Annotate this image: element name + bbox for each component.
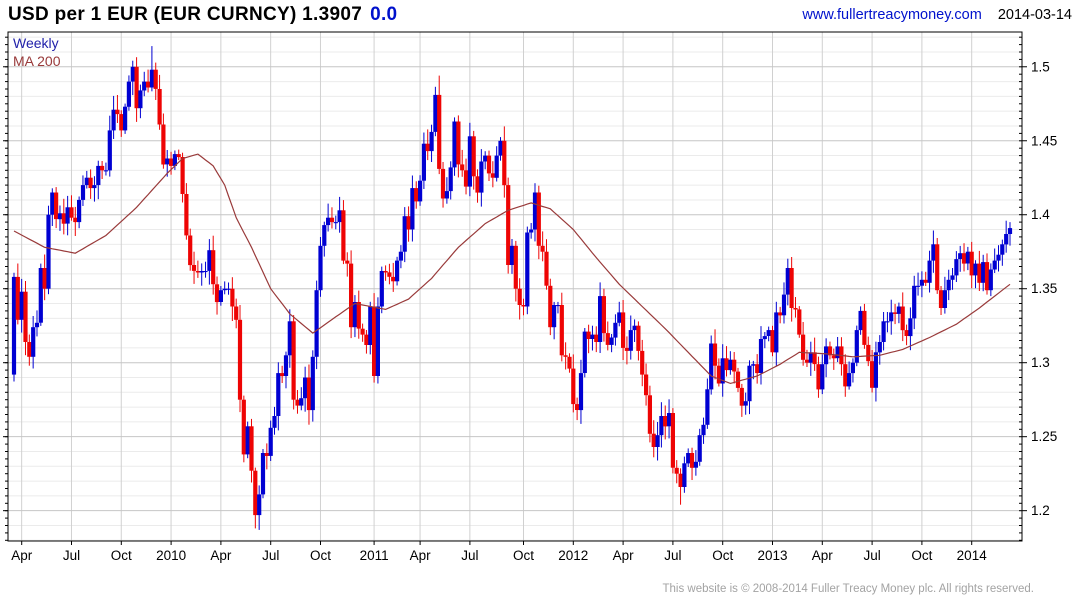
legend-weekly: Weekly (13, 35, 59, 51)
legend: Weekly MA 200 (13, 35, 61, 69)
x-axis-labels: Apr Jul Oct 2010 Apr Jul Oct 2011 Apr Jul Oct 2012 A… (11, 548, 987, 563)
header-right: www.fullertreacymoney.com 2014-03-14 (802, 7, 1072, 23)
instrument-title: USD per 1 EUR (EUR CURNCY) 1.3907 (8, 4, 363, 25)
page-title: USD per 1 EUR (EUR CURNCY) 1.3907 0.0 (8, 4, 397, 26)
candles (11, 46, 1013, 530)
y-tick-label: 1.35 (1031, 281, 1057, 296)
y-tick-label: 1.45 (1031, 133, 1057, 148)
copyright-text: This website is © 2008-2014 Fuller Treac… (662, 583, 1034, 595)
x-tick-label: Apr (410, 548, 432, 563)
x-tick-label: Apr (210, 548, 232, 563)
y-tick-label: 1.5 (1031, 59, 1050, 74)
y-tick-label: 1.25 (1031, 429, 1057, 444)
chart-date: 2014-03-14 (997, 7, 1072, 23)
x-tick-label: Oct (513, 548, 534, 563)
x-tick-label: Jul (664, 548, 681, 563)
x-tick-label: Oct (111, 548, 132, 563)
x-tick-label: Jul (863, 548, 880, 563)
gridlines-major (8, 66, 1022, 512)
legend-ma-200: MA 200 (13, 53, 61, 69)
ma-200-line (13, 153, 1011, 385)
gridlines-vertical (21, 32, 973, 541)
x-tick-label: Oct (911, 548, 932, 563)
x-tick-label: Jul (262, 548, 279, 563)
website-link[interactable]: www.fullertreacymoney.com (802, 7, 982, 23)
y-tick-label: 1.2 (1031, 503, 1050, 518)
x-tick-label: 2012 (558, 548, 588, 563)
plot-border (7, 31, 1023, 542)
axis-edge-ticks (3, 36, 1027, 545)
y-axis-labels: 1.5 1.45 1.4 1.35 1.3 1.25 1.2 (1031, 59, 1057, 518)
x-tick-label: 2011 (360, 548, 389, 563)
x-tick-label: Jul (63, 548, 80, 563)
y-tick-label: 1.3 (1031, 355, 1050, 370)
x-tick-label: Apr (11, 548, 33, 563)
x-tick-label: Apr (812, 548, 834, 563)
x-tick-label: Oct (712, 548, 733, 563)
change-value: 0.0 (370, 4, 398, 25)
y-tick-label: 1.4 (1031, 207, 1050, 222)
x-tick-label: 2013 (757, 548, 787, 563)
x-tick-label: Oct (310, 548, 331, 563)
x-tick-label: 2014 (957, 548, 988, 563)
gridlines-minor (8, 36, 1022, 541)
x-tick-label: Apr (613, 548, 635, 563)
x-tick-label: 2010 (156, 548, 186, 563)
x-tick-label: Jul (461, 548, 478, 563)
